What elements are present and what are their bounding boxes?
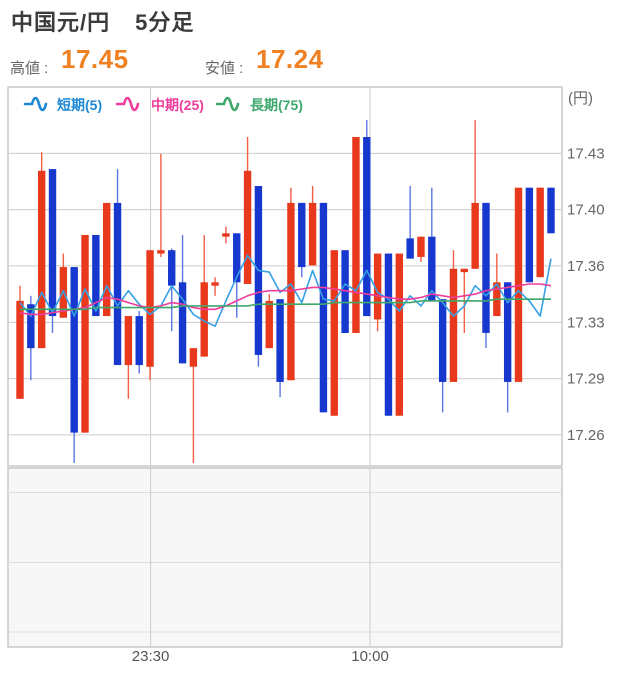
candle-body-down xyxy=(373,253,382,320)
candle-body-down xyxy=(243,170,252,284)
candle-body-up xyxy=(406,238,414,259)
candle-body-up xyxy=(92,234,100,317)
candle-body-down xyxy=(460,268,469,273)
candle-body-up xyxy=(113,202,122,366)
candle-body-up xyxy=(48,169,57,317)
candle-body-down xyxy=(514,187,523,382)
candle-body-down xyxy=(124,316,133,366)
x-tick-label: 23:30 xyxy=(132,648,170,665)
plot-content: 17.43 17.40 17.36 17.33 17.29 17.26 23:30 10:00… xyxy=(8,87,605,665)
candle-body-down xyxy=(265,300,273,349)
legend-label: 短期(5) xyxy=(57,97,102,113)
candle-body-up xyxy=(276,299,284,382)
legend-wave-icon xyxy=(215,96,240,112)
candle-body-up xyxy=(27,304,35,349)
candle-body-up xyxy=(135,316,143,366)
candle-body-up xyxy=(482,202,490,333)
candle-body-up xyxy=(233,233,241,283)
legend-label: 長期(75) xyxy=(250,97,303,113)
candle-body-up xyxy=(341,250,349,333)
candle-body-down xyxy=(146,250,154,367)
low-label: 安値 : xyxy=(205,60,244,77)
candle-body-down xyxy=(189,348,198,367)
sub-panel xyxy=(7,467,563,648)
y-tick-label: 17.36 xyxy=(567,258,605,275)
ma-line-2 xyxy=(20,298,551,311)
y-axis-unit-label: (円) xyxy=(568,90,593,107)
y-tick-label: 17.43 xyxy=(567,145,605,162)
candle-body-down xyxy=(449,268,458,382)
candle-body-down xyxy=(417,236,425,257)
candle-body-up xyxy=(503,282,512,382)
candle-body-up xyxy=(547,187,555,234)
candle-body-up xyxy=(525,187,534,283)
low-value: 17.24 xyxy=(256,44,324,74)
candle-body-down xyxy=(287,202,295,381)
candle-body-up xyxy=(168,250,176,286)
candle-body-down xyxy=(102,202,111,317)
candle-body-down xyxy=(81,234,89,433)
candle-body-down xyxy=(395,253,403,416)
candle-body-up xyxy=(363,137,371,317)
candle-body-up xyxy=(298,202,306,268)
candle-body-down xyxy=(352,137,360,333)
candle-body-down xyxy=(211,282,219,286)
page-title: 中国元/円 5分足 xyxy=(11,5,194,37)
y-tick-label: 17.33 xyxy=(567,314,605,331)
legend-wave-icon xyxy=(23,96,48,112)
candle-body-up xyxy=(178,282,187,364)
price-panel xyxy=(7,86,563,467)
candle-body-down xyxy=(200,282,208,357)
candle-body-down xyxy=(37,170,46,349)
candle-body-down xyxy=(308,202,317,266)
candle-body-down xyxy=(471,202,479,269)
candle-body-down xyxy=(222,233,230,237)
candle-body-up xyxy=(319,202,328,413)
legend-label: 中期(25) xyxy=(151,97,204,113)
candle-body-down xyxy=(157,250,165,254)
candle-body-up xyxy=(428,236,436,301)
y-tick-label: 17.29 xyxy=(567,371,605,388)
timeframe-label: 5分足 xyxy=(135,10,195,35)
high-value: 17.45 xyxy=(61,44,129,74)
legend-wave-icon xyxy=(115,96,140,112)
pair-name: 中国元/円 xyxy=(11,10,111,35)
ma-line-0 xyxy=(19,254,552,328)
candle-body-up xyxy=(384,253,393,416)
candle-body-down xyxy=(16,300,24,399)
candle-body-down xyxy=(330,250,338,416)
ma-line-1 xyxy=(19,283,552,316)
y-tick-label: 17.26 xyxy=(567,427,605,444)
high-label: 高値 : xyxy=(10,60,49,77)
candle-body-up xyxy=(438,299,447,382)
y-tick-label: 17.40 xyxy=(567,202,605,219)
candle-body-up xyxy=(70,267,78,433)
x-tick-label: 10:00 xyxy=(351,648,389,665)
candle-body-down xyxy=(536,187,544,278)
